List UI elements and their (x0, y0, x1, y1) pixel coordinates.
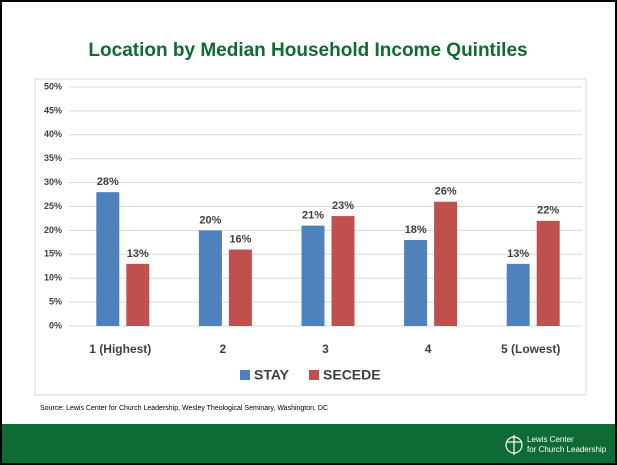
legend-label: SECEDE (323, 367, 381, 383)
logo-text: Lewis Center (527, 435, 574, 444)
x-tick-label: 2 (220, 342, 227, 356)
bar (506, 263, 530, 326)
x-tick-label: 3 (322, 342, 329, 356)
x-tick-label: 1 (Highest) (89, 342, 151, 356)
y-tick-label: 10% (44, 273, 62, 283)
bar (96, 192, 120, 326)
y-tick-label: 35% (44, 153, 62, 163)
logo-text: for Church Leadership (527, 445, 607, 454)
value-label: 20% (199, 214, 221, 226)
value-label: 16% (229, 233, 251, 245)
y-tick-label: 5% (49, 296, 62, 306)
bar (434, 201, 458, 326)
chart-frame (34, 78, 587, 396)
x-tick-label: 4 (425, 342, 432, 356)
value-label: 23% (332, 200, 354, 212)
y-tick-label: 0% (49, 320, 62, 330)
value-label: 18% (405, 224, 427, 236)
bar (301, 225, 325, 326)
bar (228, 249, 252, 326)
value-label: 13% (127, 248, 149, 260)
bar (198, 230, 222, 326)
source-note: Source: Lewis Center for Church Leadersh… (40, 405, 328, 412)
footer-bar (2, 424, 615, 463)
y-tick-label: 20% (44, 225, 62, 235)
logo: Lewis Center for Church Leadership (505, 435, 607, 455)
value-label: 21% (302, 210, 324, 222)
y-tick-label: 45% (44, 105, 62, 115)
bar (536, 220, 560, 326)
y-tick-label: 50% (44, 81, 62, 91)
value-label: 22% (537, 205, 559, 217)
chart-title: Location by Median Household Income Quin… (88, 40, 527, 61)
y-tick-label: 15% (44, 249, 62, 259)
bar (331, 216, 355, 326)
bar (126, 263, 150, 326)
bar (404, 239, 428, 326)
legend-swatch (309, 370, 320, 380)
value-label: 26% (435, 186, 457, 198)
legend-swatch (240, 370, 250, 380)
value-label: 13% (507, 248, 529, 260)
value-label: 28% (97, 176, 119, 188)
y-tick-label: 30% (44, 177, 62, 187)
y-tick-label: 25% (44, 201, 62, 211)
legend-label: STAY (254, 367, 290, 383)
x-tick-label: 5 (Lowest) (501, 342, 560, 356)
y-tick-label: 40% (44, 129, 62, 139)
